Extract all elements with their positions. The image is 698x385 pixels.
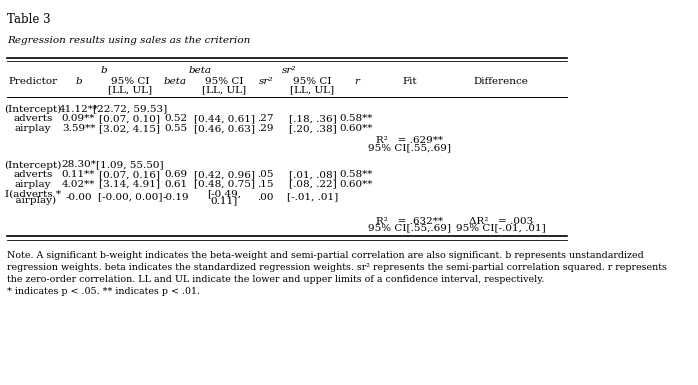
Text: sr²: sr² [282, 67, 297, 75]
Text: [0.44, 0.61]: [0.44, 0.61] [193, 114, 255, 123]
Text: adverts: adverts [13, 114, 52, 123]
Text: 41.12**: 41.12** [59, 105, 98, 114]
Text: [0.46, 0.63]: [0.46, 0.63] [193, 124, 255, 133]
Text: 95% CI[.55,.69]: 95% CI[.55,.69] [368, 223, 451, 232]
Text: 95% CI: 95% CI [205, 77, 244, 86]
Text: 0.58**: 0.58** [340, 170, 373, 179]
Text: [.08, .22]: [.08, .22] [289, 179, 336, 189]
Text: I(adverts *: I(adverts * [5, 189, 61, 199]
Text: 95% CI: 95% CI [110, 77, 149, 86]
Text: sr²: sr² [258, 77, 273, 86]
Text: [.01, .08]: [.01, .08] [289, 170, 336, 179]
Text: beta: beta [188, 67, 211, 75]
Text: 0.61: 0.61 [164, 179, 187, 189]
Text: 3.59**: 3.59** [61, 124, 95, 133]
Text: (Intercept): (Intercept) [4, 161, 61, 169]
Text: [-0.49,: [-0.49, [207, 189, 241, 199]
Text: 0.69: 0.69 [164, 170, 187, 179]
Text: Predictor: Predictor [8, 77, 57, 86]
Text: Difference: Difference [473, 77, 528, 86]
Text: [-0.00, 0.00]: [-0.00, 0.00] [98, 192, 162, 202]
Text: Regression results using sales as the criterion: Regression results using sales as the cr… [7, 36, 251, 45]
Text: 0.58**: 0.58** [340, 114, 373, 123]
Text: 95% CI: 95% CI [293, 77, 332, 86]
Text: [0.07, 0.16]: [0.07, 0.16] [99, 170, 161, 179]
Text: Table 3: Table 3 [7, 13, 51, 26]
Text: [LL, UL]: [LL, UL] [107, 85, 152, 95]
Text: [-.01, .01]: [-.01, .01] [287, 192, 338, 202]
Text: 28.30*: 28.30* [61, 161, 96, 169]
Text: airplay: airplay [15, 124, 51, 133]
Text: [3.02, 4.15]: [3.02, 4.15] [99, 124, 161, 133]
Text: .15: .15 [258, 179, 274, 189]
Text: .27: .27 [258, 114, 274, 123]
Text: 95% CI[.55,.69]: 95% CI[.55,.69] [368, 143, 451, 152]
Text: Fit: Fit [402, 77, 417, 86]
Text: 4.02**: 4.02** [61, 179, 95, 189]
Text: 0.60**: 0.60** [340, 124, 373, 133]
Text: Note. A significant b-weight indicates the beta-weight and semi-partial correlat: Note. A significant b-weight indicates t… [7, 251, 667, 296]
Text: airplay): airplay) [9, 196, 57, 205]
Text: [LL, UL]: [LL, UL] [290, 85, 334, 95]
Text: 95% CI[-.01, .01]: 95% CI[-.01, .01] [456, 223, 546, 232]
Text: 0.60**: 0.60** [340, 179, 373, 189]
Text: [.18, .36]: [.18, .36] [289, 114, 336, 123]
Text: b: b [75, 77, 82, 86]
Text: 0.52: 0.52 [164, 114, 187, 123]
Text: b: b [101, 67, 107, 75]
Text: [0.48, 0.75]: [0.48, 0.75] [193, 179, 255, 189]
Text: .05: .05 [258, 170, 274, 179]
Text: .29: .29 [258, 124, 274, 133]
Text: R²   = .632**: R² = .632** [376, 217, 443, 226]
Text: R²   = .629**: R² = .629** [376, 136, 443, 146]
Text: [LL, UL]: [LL, UL] [202, 85, 246, 95]
Text: [0.07, 0.10]: [0.07, 0.10] [99, 114, 161, 123]
Text: adverts: adverts [13, 170, 52, 179]
Text: .00: .00 [258, 192, 274, 202]
Text: 0.11]: 0.11] [210, 196, 237, 205]
Text: 0.11**: 0.11** [61, 170, 95, 179]
Text: [3.14, 4.91]: [3.14, 4.91] [99, 179, 161, 189]
Text: -0.19: -0.19 [162, 192, 189, 202]
Text: ΔR²   = .003: ΔR² = .003 [469, 217, 533, 226]
Text: beta: beta [164, 77, 187, 86]
Text: [0.42, 0.96]: [0.42, 0.96] [193, 170, 255, 179]
Text: 0.09**: 0.09** [61, 114, 95, 123]
Text: [.20, .38]: [.20, .38] [289, 124, 336, 133]
Text: -0.00: -0.00 [65, 192, 91, 202]
Text: [1.09, 55.50]: [1.09, 55.50] [96, 161, 163, 169]
Text: 0.55: 0.55 [164, 124, 187, 133]
Text: r: r [354, 77, 359, 86]
Text: [22.72, 59.53]: [22.72, 59.53] [93, 105, 167, 114]
Text: (Intercept): (Intercept) [4, 105, 61, 114]
Text: airplay: airplay [15, 179, 51, 189]
